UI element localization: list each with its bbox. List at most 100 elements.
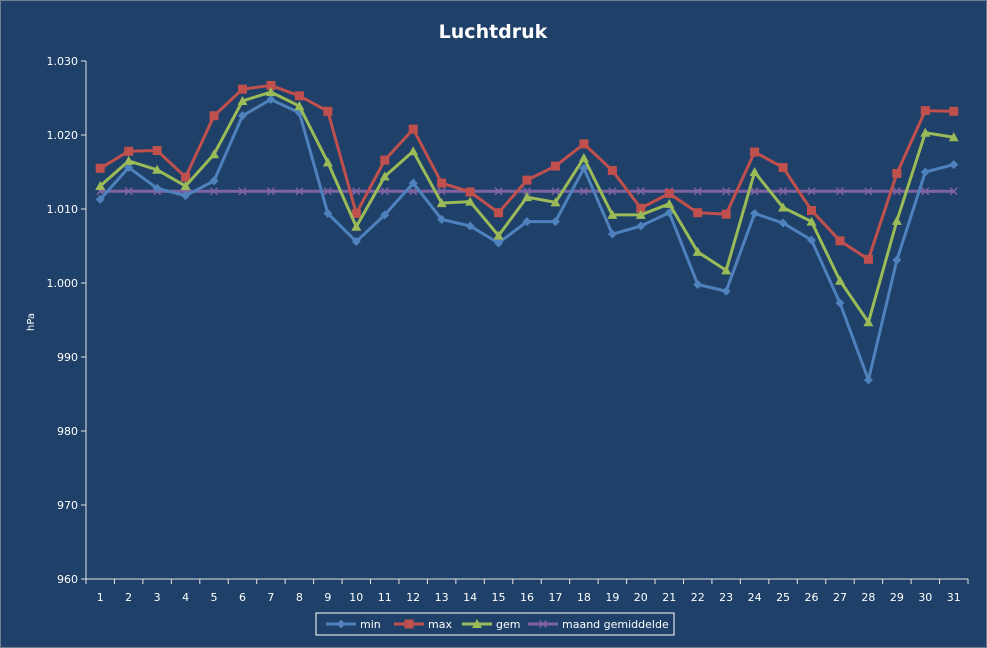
data-point bbox=[323, 208, 333, 218]
series-gem bbox=[95, 87, 959, 327]
legend-label: max bbox=[428, 618, 452, 631]
data-point bbox=[265, 87, 276, 97]
legend-label: gem bbox=[496, 618, 520, 631]
data-point bbox=[579, 139, 589, 149]
data-point bbox=[750, 208, 760, 218]
marker-stroke bbox=[779, 187, 788, 196]
data-point bbox=[294, 101, 305, 111]
data-point bbox=[124, 187, 133, 196]
data-point bbox=[379, 171, 390, 181]
x-tick-label: 12 bbox=[406, 591, 420, 604]
marker-stroke bbox=[266, 187, 275, 196]
data-point bbox=[465, 221, 475, 231]
data-point bbox=[607, 209, 618, 219]
marker-stroke bbox=[124, 187, 133, 196]
x-tick-label: 29 bbox=[890, 591, 904, 604]
data-point bbox=[807, 235, 817, 245]
data-point bbox=[948, 132, 959, 142]
data-point bbox=[493, 230, 504, 240]
data-point bbox=[323, 187, 332, 196]
data-point bbox=[522, 192, 532, 202]
data-point bbox=[494, 208, 504, 218]
marker-stroke bbox=[210, 187, 219, 196]
data-point bbox=[266, 80, 276, 90]
series-line bbox=[99, 83, 954, 261]
data-point bbox=[722, 187, 731, 196]
legend-label: min bbox=[360, 618, 381, 631]
marker-stroke bbox=[608, 187, 617, 196]
data-point bbox=[152, 183, 162, 193]
data-point bbox=[181, 172, 191, 182]
x-tick-label: 23 bbox=[719, 591, 733, 604]
data-point bbox=[408, 146, 419, 156]
data-point bbox=[408, 124, 418, 134]
x-tick-label: 21 bbox=[662, 591, 676, 604]
marker-stroke bbox=[864, 187, 873, 196]
x-tick-label: 3 bbox=[154, 591, 161, 604]
marker-stroke bbox=[323, 187, 332, 196]
data-point bbox=[152, 146, 162, 156]
data-point bbox=[636, 187, 645, 196]
data-point bbox=[921, 187, 930, 196]
marker-stroke bbox=[295, 187, 304, 196]
x-tick-label: 28 bbox=[861, 591, 875, 604]
data-point bbox=[522, 217, 532, 227]
series-min bbox=[95, 94, 959, 385]
x-tick-label: 18 bbox=[577, 591, 591, 604]
data-point bbox=[778, 202, 789, 212]
data-point bbox=[807, 187, 816, 196]
series-line bbox=[99, 90, 955, 324]
data-point bbox=[864, 187, 873, 196]
data-point bbox=[237, 111, 247, 121]
data-point bbox=[750, 187, 759, 196]
data-point bbox=[835, 236, 845, 246]
legend: min max gem maand gemiddelde bbox=[315, 612, 675, 636]
x-tick-label: 14 bbox=[463, 591, 477, 604]
data-point bbox=[550, 197, 561, 207]
y-axis-title: hPa bbox=[26, 313, 37, 331]
data-point bbox=[920, 167, 930, 177]
x-tick-label: 8 bbox=[296, 591, 303, 604]
data-point bbox=[123, 155, 134, 165]
data-point bbox=[152, 164, 163, 174]
data-point bbox=[891, 215, 902, 225]
data-point bbox=[778, 218, 788, 228]
data-point bbox=[437, 178, 447, 188]
data-point bbox=[380, 210, 390, 220]
x-tick-label: 2 bbox=[125, 591, 132, 604]
marker-stroke bbox=[352, 187, 361, 196]
x-tick-label: 17 bbox=[548, 591, 562, 604]
marker-stroke bbox=[921, 187, 930, 196]
x-tick-label: 4 bbox=[182, 591, 189, 604]
data-point bbox=[437, 214, 447, 224]
data-point bbox=[436, 198, 447, 208]
marker-stroke bbox=[892, 187, 901, 196]
marker-stroke bbox=[494, 187, 503, 196]
data-point bbox=[635, 209, 646, 219]
data-point bbox=[209, 176, 219, 186]
data-point bbox=[465, 187, 475, 197]
x-tick-label: 10 bbox=[349, 591, 363, 604]
data-point bbox=[892, 187, 901, 196]
data-point bbox=[749, 167, 760, 176]
legend-label: maand gemiddelde bbox=[562, 618, 669, 631]
data-point bbox=[95, 194, 105, 204]
data-point bbox=[721, 286, 731, 296]
data-point bbox=[124, 146, 134, 156]
data-point bbox=[351, 237, 361, 247]
data-point bbox=[550, 217, 560, 227]
data-point bbox=[779, 187, 788, 196]
data-point bbox=[834, 275, 845, 285]
data-point bbox=[351, 208, 361, 218]
data-point bbox=[863, 375, 873, 385]
x-tick-label: 20 bbox=[634, 591, 648, 604]
data-point bbox=[209, 149, 220, 159]
data-point bbox=[437, 187, 446, 196]
x-tick-label: 6 bbox=[239, 591, 246, 604]
x-tick-label: 19 bbox=[605, 591, 619, 604]
data-point bbox=[721, 265, 732, 275]
x-tick-label: 27 bbox=[833, 591, 847, 604]
